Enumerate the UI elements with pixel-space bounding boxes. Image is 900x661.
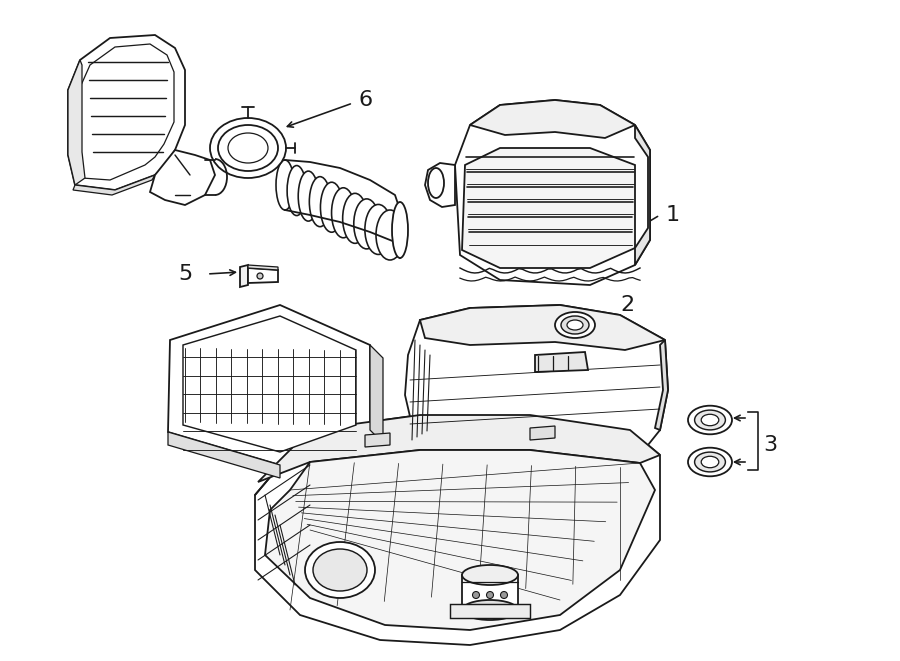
Ellipse shape <box>376 210 404 260</box>
Polygon shape <box>530 426 555 440</box>
Polygon shape <box>255 415 660 645</box>
Ellipse shape <box>276 160 294 210</box>
Polygon shape <box>240 265 248 287</box>
Polygon shape <box>462 575 518 610</box>
Polygon shape <box>425 163 455 207</box>
Ellipse shape <box>392 202 408 258</box>
Polygon shape <box>655 340 668 430</box>
Text: 3: 3 <box>763 435 777 455</box>
Polygon shape <box>635 125 650 265</box>
Polygon shape <box>68 60 85 185</box>
Ellipse shape <box>462 565 518 585</box>
Text: 6: 6 <box>358 90 372 110</box>
Polygon shape <box>150 150 215 205</box>
Ellipse shape <box>555 312 595 338</box>
Ellipse shape <box>210 118 286 178</box>
Ellipse shape <box>462 600 518 620</box>
Ellipse shape <box>287 165 306 215</box>
Polygon shape <box>258 415 660 482</box>
Ellipse shape <box>567 320 583 330</box>
Polygon shape <box>168 305 370 465</box>
Ellipse shape <box>701 414 719 426</box>
Polygon shape <box>248 265 278 270</box>
Polygon shape <box>462 148 635 268</box>
Polygon shape <box>68 35 185 190</box>
Polygon shape <box>365 433 390 447</box>
Ellipse shape <box>343 193 367 243</box>
Ellipse shape <box>701 456 719 468</box>
Polygon shape <box>183 316 356 452</box>
Ellipse shape <box>364 204 392 254</box>
Polygon shape <box>78 44 174 180</box>
Polygon shape <box>248 268 278 283</box>
Polygon shape <box>455 100 650 285</box>
Ellipse shape <box>257 273 263 279</box>
Polygon shape <box>470 100 635 138</box>
Ellipse shape <box>354 199 380 249</box>
Ellipse shape <box>688 406 732 434</box>
Text: 1: 1 <box>666 205 680 225</box>
Ellipse shape <box>695 452 725 472</box>
Polygon shape <box>405 305 668 472</box>
Ellipse shape <box>695 410 725 430</box>
Polygon shape <box>168 432 280 478</box>
Ellipse shape <box>331 188 356 238</box>
Text: 4: 4 <box>178 375 192 395</box>
Text: 2: 2 <box>620 295 634 315</box>
Ellipse shape <box>500 592 508 598</box>
Ellipse shape <box>472 592 480 598</box>
Ellipse shape <box>487 592 493 598</box>
Ellipse shape <box>310 176 330 227</box>
Polygon shape <box>265 450 655 630</box>
Ellipse shape <box>228 133 268 163</box>
Ellipse shape <box>428 168 444 198</box>
Polygon shape <box>535 352 588 372</box>
Ellipse shape <box>320 182 343 232</box>
Polygon shape <box>420 305 665 350</box>
Ellipse shape <box>313 549 367 591</box>
Ellipse shape <box>305 542 375 598</box>
Polygon shape <box>370 345 383 443</box>
Ellipse shape <box>298 171 319 221</box>
Text: 7: 7 <box>581 577 595 597</box>
Ellipse shape <box>561 316 589 334</box>
Ellipse shape <box>688 447 732 477</box>
Polygon shape <box>73 175 155 195</box>
Polygon shape <box>450 604 530 618</box>
Text: 5: 5 <box>179 264 193 284</box>
Ellipse shape <box>218 125 278 171</box>
